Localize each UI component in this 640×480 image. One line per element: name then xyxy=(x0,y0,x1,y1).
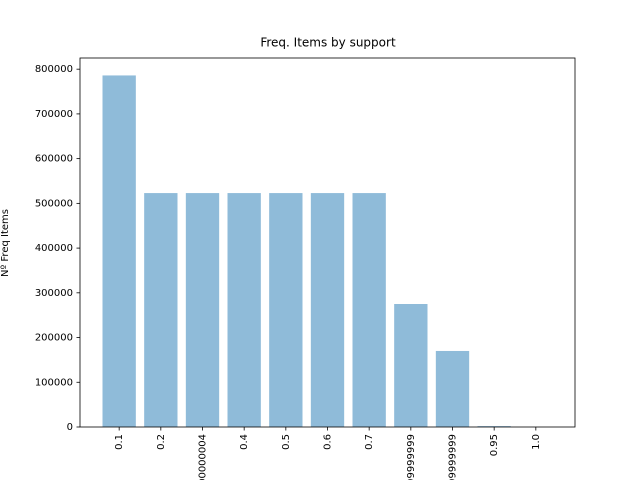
bar xyxy=(269,193,303,427)
bar xyxy=(352,193,386,427)
y-tick-label: 300000 xyxy=(35,288,73,299)
x-tick-label: 0.4 xyxy=(239,434,250,450)
bar xyxy=(144,193,178,427)
x-tick-label: 0.7999999999999999 xyxy=(406,434,417,480)
y-tick-label: 500000 xyxy=(35,198,73,209)
x-tick-label: 0.5 xyxy=(281,434,292,450)
x-tick-label: 0.1 xyxy=(114,434,125,450)
y-tick-label: 600000 xyxy=(35,154,73,165)
bar xyxy=(227,193,261,427)
y-tick-label: 100000 xyxy=(35,377,73,388)
x-tick-label: 0.30000000000000004 xyxy=(198,434,209,480)
plot-frame xyxy=(79,57,576,428)
y-tick-label: 200000 xyxy=(35,333,73,344)
bar xyxy=(185,193,220,427)
y-tick-label: 700000 xyxy=(35,109,73,120)
x-tick-label: 0.2 xyxy=(156,434,167,450)
bar xyxy=(477,426,511,427)
y-tick-label: 0 xyxy=(67,422,73,433)
x-tick-label: 0.6 xyxy=(323,434,334,450)
y-tick-label: 800000 xyxy=(35,64,73,75)
y-tick-label: 400000 xyxy=(35,243,73,254)
x-tick-label: 0.7 xyxy=(364,434,375,450)
x-tick-label: 0.8999999999999999 xyxy=(448,434,459,480)
bar xyxy=(435,350,470,427)
bar xyxy=(394,304,428,427)
chart-title: Freq. Items by support xyxy=(260,36,396,50)
x-tick-label: 0.95 xyxy=(489,434,500,456)
bar xyxy=(102,75,136,427)
x-tick-label: 1.0 xyxy=(531,434,542,450)
bar xyxy=(310,193,345,427)
y-axis-label: Nº Freq Items xyxy=(0,209,11,277)
